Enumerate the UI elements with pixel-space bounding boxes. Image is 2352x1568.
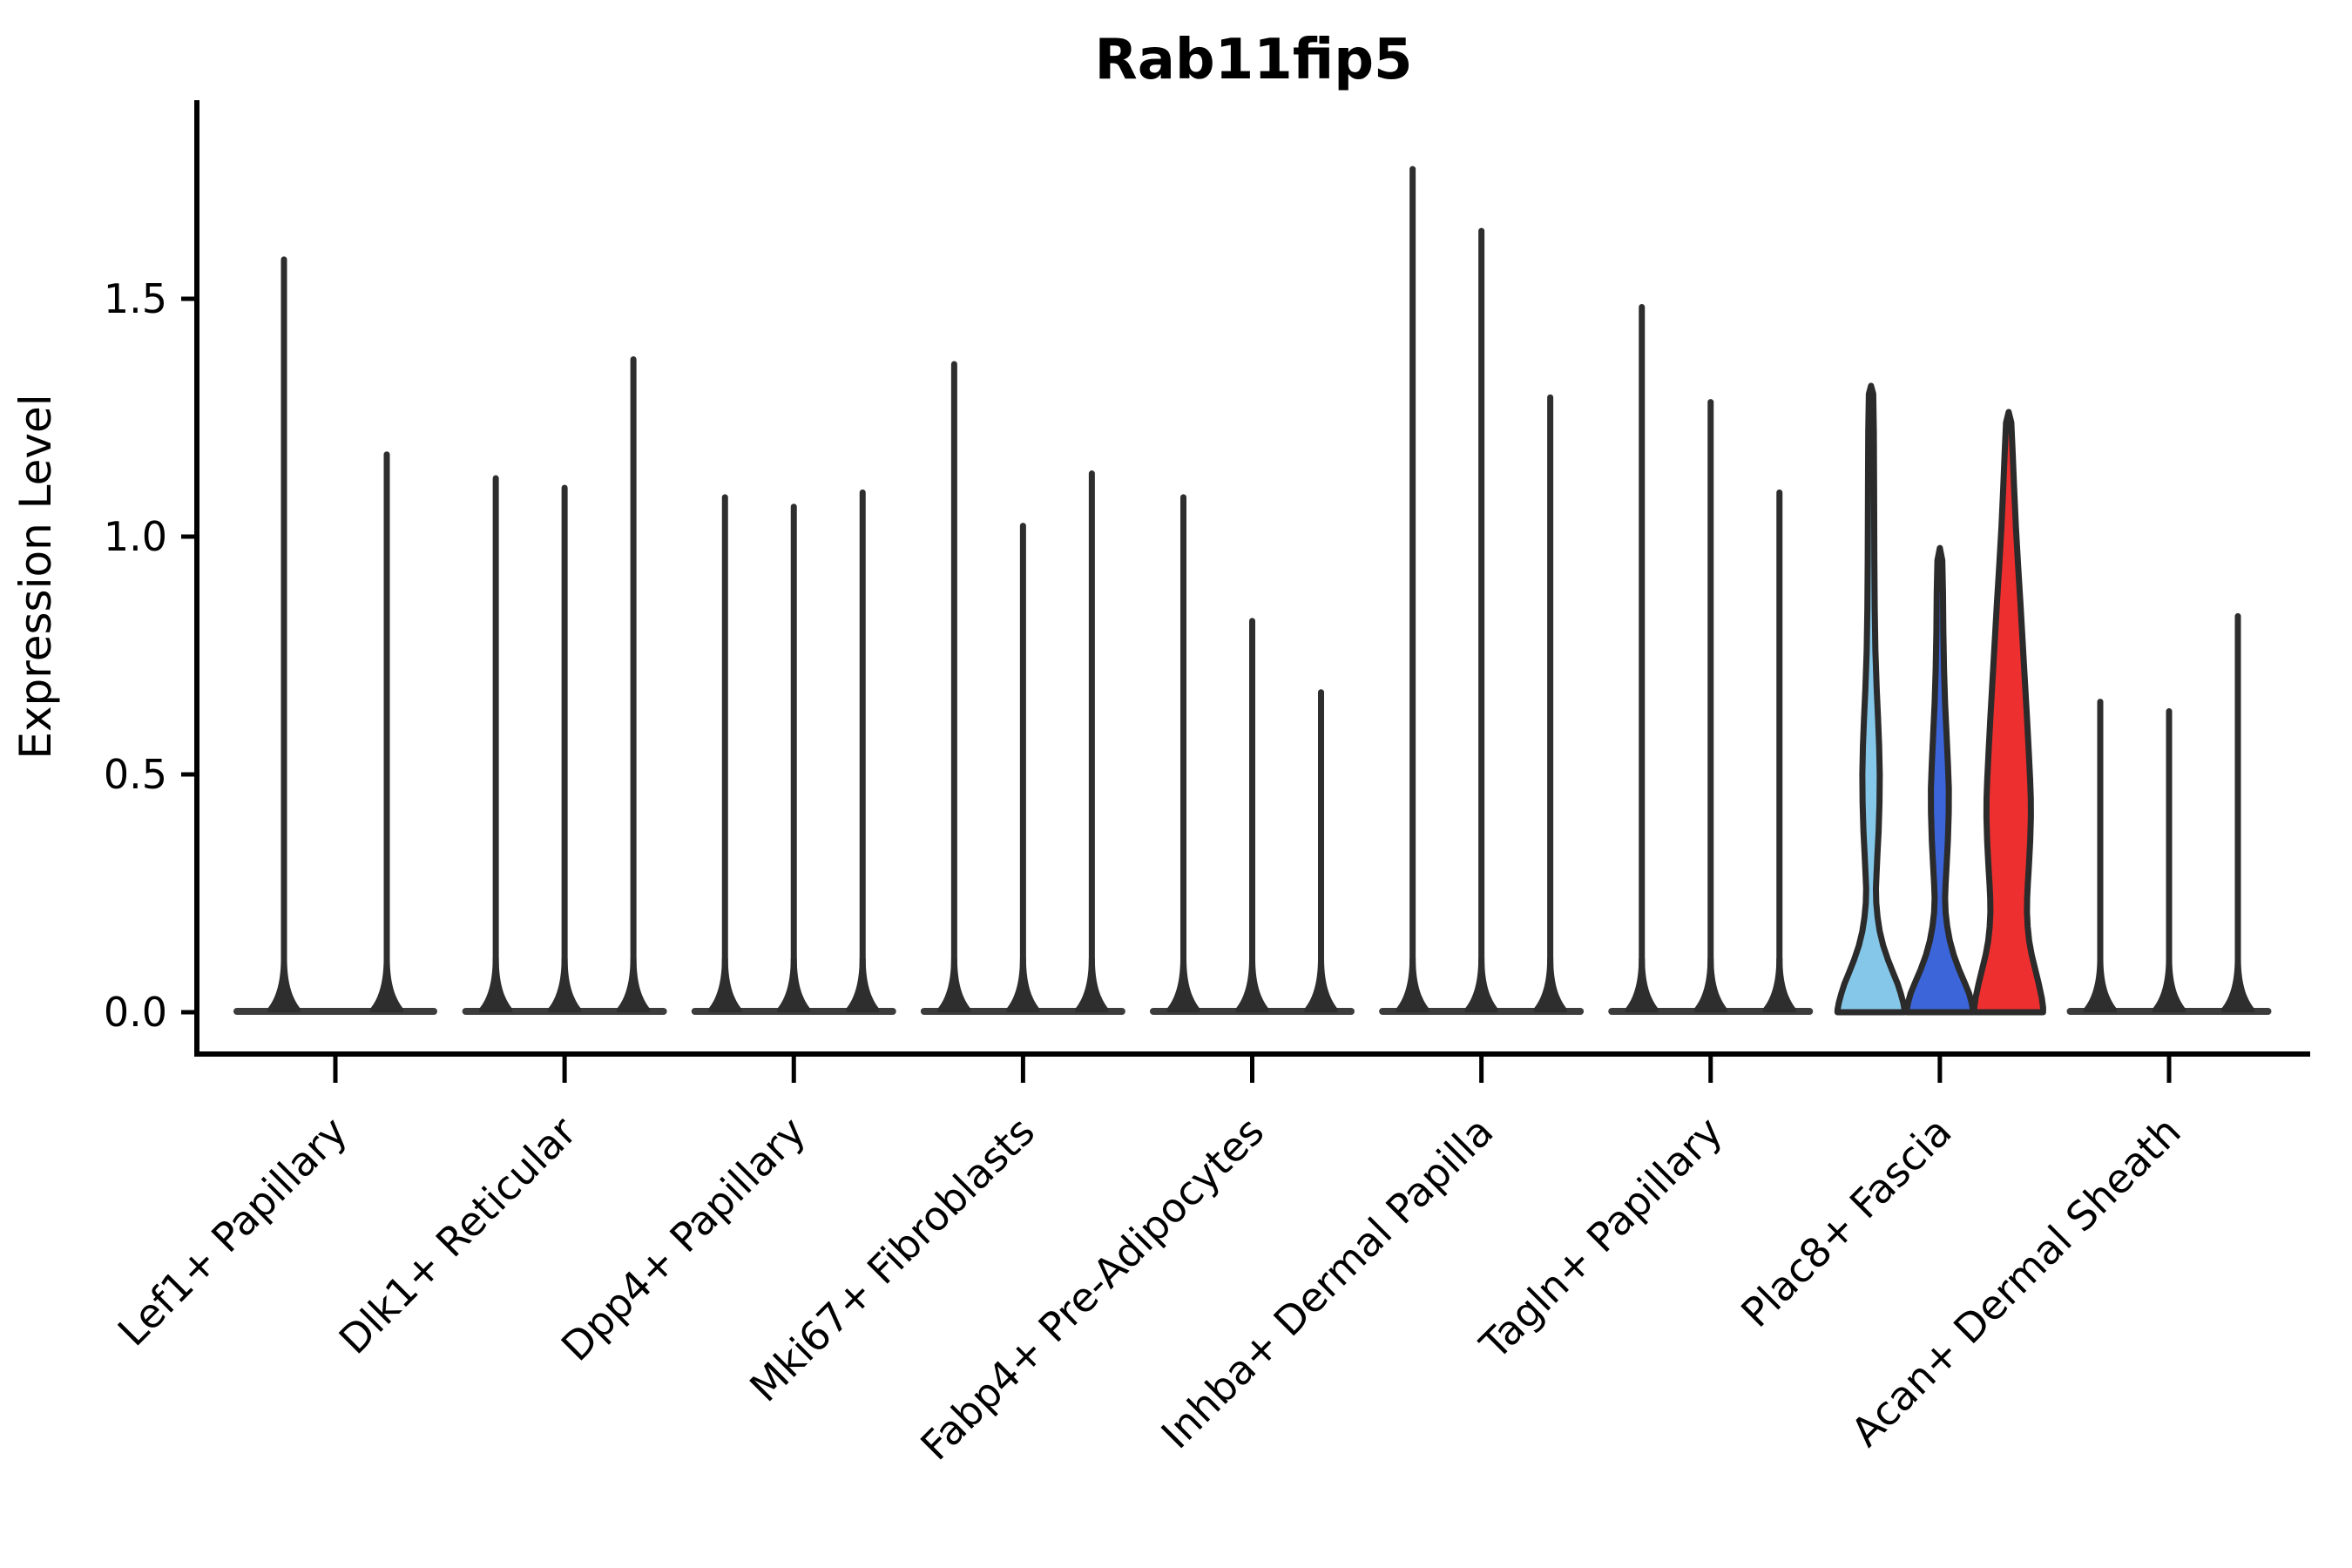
chart-title: Rab11fip5 [1094, 28, 1412, 92]
violin-base-flare [617, 958, 651, 1012]
violin-base-flare [548, 958, 582, 1012]
violin-base-flare [1235, 958, 1269, 1012]
violin-base-flare [777, 958, 811, 1012]
y-tick-label: 0.5 [104, 751, 167, 798]
violin-base-flare [1693, 958, 1727, 1012]
violin-base-flare [1006, 958, 1040, 1012]
x-tick-label: Lef1+ Papillary [109, 1108, 356, 1355]
y-tick-label: 0.0 [104, 989, 167, 1036]
violin-base-flare [937, 958, 971, 1012]
violin-base-flare [2221, 958, 2254, 1012]
violin-base-flare [267, 958, 301, 1012]
x-tick-label: Tagln+ Papillary [1470, 1108, 1732, 1369]
x-tick-label: Dpp4+ Papillary [552, 1108, 814, 1370]
violin-base-flare [1396, 958, 1429, 1012]
x-tick-label: Dlk1+ Reticular [330, 1108, 585, 1363]
y-tick-label: 1.0 [104, 513, 167, 560]
violin-shape [1903, 544, 1977, 1016]
violin-base-flare [1166, 958, 1200, 1012]
violin-base-flare [370, 958, 403, 1012]
violin-base-flare [846, 958, 880, 1012]
violin-base-flare [1762, 958, 1796, 1012]
y-tick-label: 1.5 [104, 275, 167, 322]
x-tick-label: Plac8+ Fascia [1732, 1108, 1960, 1336]
violin-shape [1834, 382, 1908, 1016]
violin-base-flare [1304, 958, 1338, 1012]
violin-base-flare [2153, 958, 2186, 1012]
y-axis-label: Expression Level [10, 394, 61, 759]
violin-shape [1970, 409, 2046, 1016]
violin-base-flare [1464, 958, 1498, 1012]
violin-base-flare [479, 958, 513, 1012]
violin-base-flare [1075, 958, 1109, 1012]
violin-base-flare [1533, 958, 1567, 1012]
violin-base-flare [2084, 958, 2117, 1012]
violin-base-flare [1625, 958, 1659, 1012]
violin-base-flare [708, 958, 742, 1012]
